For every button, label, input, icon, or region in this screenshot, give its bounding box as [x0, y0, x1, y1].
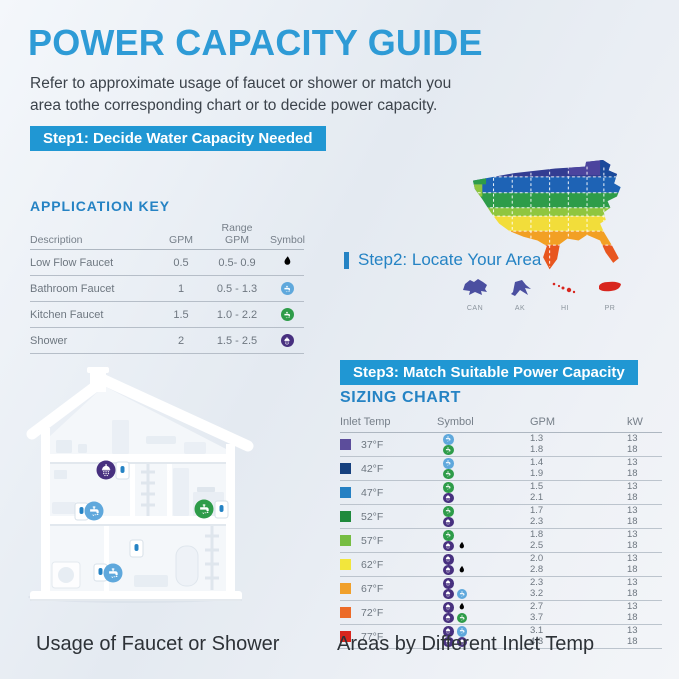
temp-color-swatch	[340, 559, 351, 570]
pipe-run	[205, 526, 219, 590]
region-canada: CAN	[456, 276, 494, 312]
shower-icon	[280, 334, 294, 347]
pipe-run	[141, 464, 155, 516]
region-alaska: AK	[501, 276, 539, 312]
application-key-section: APPLICATION KEY Description GPM Range GP…	[30, 198, 306, 354]
house-illustration	[26, 367, 254, 603]
region-puerto-rico: PR	[591, 276, 629, 312]
hawaii-map-icon	[552, 282, 576, 294]
shower-icon	[443, 564, 454, 575]
shower-icon	[443, 602, 454, 613]
caption-usage: Usage of Faucet or Shower	[36, 633, 280, 655]
page-title: POWER CAPACITY GUIDE	[28, 22, 483, 63]
bathroom-faucet-icon	[443, 434, 454, 445]
temp-color-swatch	[340, 631, 351, 642]
shower-icon	[443, 578, 454, 589]
temp-color-swatch	[340, 463, 351, 474]
bathroom-faucet-icon	[456, 588, 467, 599]
house-interior	[48, 386, 228, 591]
table-row: 42°F 1.4 1.9 13 18	[340, 457, 662, 481]
table-row: Low Flow Faucet 0.5 0.5- 0.9	[30, 250, 304, 276]
table-row: 57°F 1.8 2.5 13 18	[340, 529, 662, 553]
shower-icon	[443, 612, 454, 623]
bathroom-faucet-icon	[280, 282, 294, 295]
kitchen-faucet-icon	[443, 506, 454, 517]
col-gpm: GPM	[530, 416, 556, 428]
kitchen-faucet-icon	[280, 308, 294, 321]
table-row: Kitchen Faucet 1.5 1.0 - 2.2	[30, 302, 304, 328]
water-heater-unit	[93, 563, 108, 582]
page-subtitle: Refer to approximate usage of faucet or …	[30, 73, 451, 117]
shower-icon	[443, 516, 454, 527]
shower-icon	[443, 636, 454, 647]
col-inlet-temp: Inlet Temp	[340, 416, 391, 428]
droplet-icon	[457, 602, 467, 612]
droplet-icon	[457, 541, 467, 551]
col-kw: kW	[627, 416, 643, 428]
extra-regions-row: CAN AK HI PR	[456, 276, 629, 312]
shower-icon	[443, 492, 454, 503]
shower-icon	[443, 540, 454, 551]
table-row: 72°F 2.7 3.7 13 18	[340, 601, 662, 625]
step3-banner: Step3: Match Suitable Power Capacity	[340, 360, 638, 385]
col-symbol: Symbol	[437, 416, 474, 428]
temp-color-swatch	[340, 487, 351, 498]
temp-color-swatch	[340, 583, 351, 594]
shower-icon	[443, 626, 454, 637]
droplet-icon	[457, 565, 467, 575]
water-heater-unit	[129, 539, 144, 558]
droplet-icon	[281, 255, 293, 270]
kitchen-faucet-icon	[443, 530, 454, 541]
application-key-heading: APPLICATION KEY	[30, 198, 171, 214]
shower-icon	[456, 636, 467, 647]
bathroom-faucet-icon	[456, 626, 467, 637]
table-row: 37°F 1.3 1.8 13 18	[340, 433, 662, 457]
kitchen-faucet-icon	[443, 468, 454, 479]
region-hawaii: HI	[546, 276, 584, 312]
col-gpm: GPM	[169, 234, 193, 246]
sizing-chart-header-row: Inlet Temp Symbol GPM kW	[340, 407, 662, 433]
col-range-gpm: Range GPM	[221, 222, 253, 246]
kitchen-faucet-icon	[443, 444, 454, 455]
application-key-header-row: Description GPM Range GPM Symbol	[30, 214, 306, 250]
col-description: Description	[30, 234, 83, 246]
temp-color-swatch	[340, 511, 351, 522]
bathroom-faucet-icon	[443, 458, 454, 469]
roof	[26, 374, 110, 440]
kitchen-faucet-icon	[456, 612, 467, 623]
shower-icon	[443, 588, 454, 599]
alaska-map-icon	[511, 280, 531, 296]
table-row: Shower 2 1.5 - 2.5	[30, 328, 304, 354]
table-row: 77°F 3.1 4.3 13 18	[340, 625, 662, 649]
water-heater-unit	[115, 461, 130, 480]
table-row: 47°F 1.5 2.1 13 18	[340, 481, 662, 505]
water-heater-unit	[214, 500, 229, 519]
sizing-chart-section: SIZING CHART Inlet Temp Symbol GPM kW 37…	[340, 389, 662, 649]
table-row: 52°F 1.7 2.3 13 18	[340, 505, 662, 529]
subtitle-line-1: Refer to approximate usage of faucet or …	[30, 75, 452, 92]
table-row: 67°F 2.3 3.2 13 18	[340, 577, 662, 601]
shower-icon	[443, 554, 454, 565]
step2-accent-bar	[344, 251, 349, 269]
kitchen-faucet-icon	[443, 482, 454, 493]
sizing-chart-heading: SIZING CHART	[340, 389, 461, 406]
table-row: Bathroom Faucet 1 0.5 - 1.3	[30, 276, 304, 302]
table-row: 62°F 2.0 2.8 13 18	[340, 553, 662, 577]
step1-banner: Step1: Decide Water Capacity Needed	[30, 126, 326, 151]
subtitle-line-2: area tothe corresponding chart or to dec…	[30, 97, 438, 114]
puerto-rico-map-icon	[599, 281, 621, 292]
water-heater-unit	[74, 502, 89, 521]
temp-color-swatch	[340, 439, 351, 450]
step2-label: Step2: Locate Your Area	[344, 250, 541, 270]
col-symbol: Symbol	[270, 234, 306, 246]
temp-color-swatch	[340, 535, 351, 546]
temp-color-swatch	[340, 607, 351, 618]
canada-map-icon	[463, 279, 487, 295]
us-inlet-temperature-map	[472, 160, 621, 270]
caption-areas: Areas by Different Inlet Temp	[337, 633, 595, 655]
